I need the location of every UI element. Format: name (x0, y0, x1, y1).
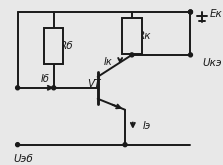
Circle shape (130, 53, 134, 57)
Bar (44, 28, 64, 64)
Text: Iк: Iк (104, 57, 113, 67)
Circle shape (16, 143, 20, 147)
Text: Iб: Iб (41, 74, 49, 84)
Text: Rк: Rк (138, 31, 151, 41)
Circle shape (188, 10, 192, 14)
Text: Eк: Eк (210, 9, 222, 19)
Text: Uкэ: Uкэ (202, 58, 222, 68)
Circle shape (52, 86, 56, 90)
Bar (122, 18, 142, 54)
Text: Uэб: Uэб (14, 154, 33, 164)
Text: Iэ: Iэ (142, 121, 151, 131)
Text: Rб: Rб (60, 41, 73, 51)
Circle shape (188, 53, 192, 57)
Circle shape (188, 10, 192, 14)
Circle shape (16, 86, 20, 90)
Circle shape (123, 143, 127, 147)
Text: VT: VT (87, 79, 101, 89)
